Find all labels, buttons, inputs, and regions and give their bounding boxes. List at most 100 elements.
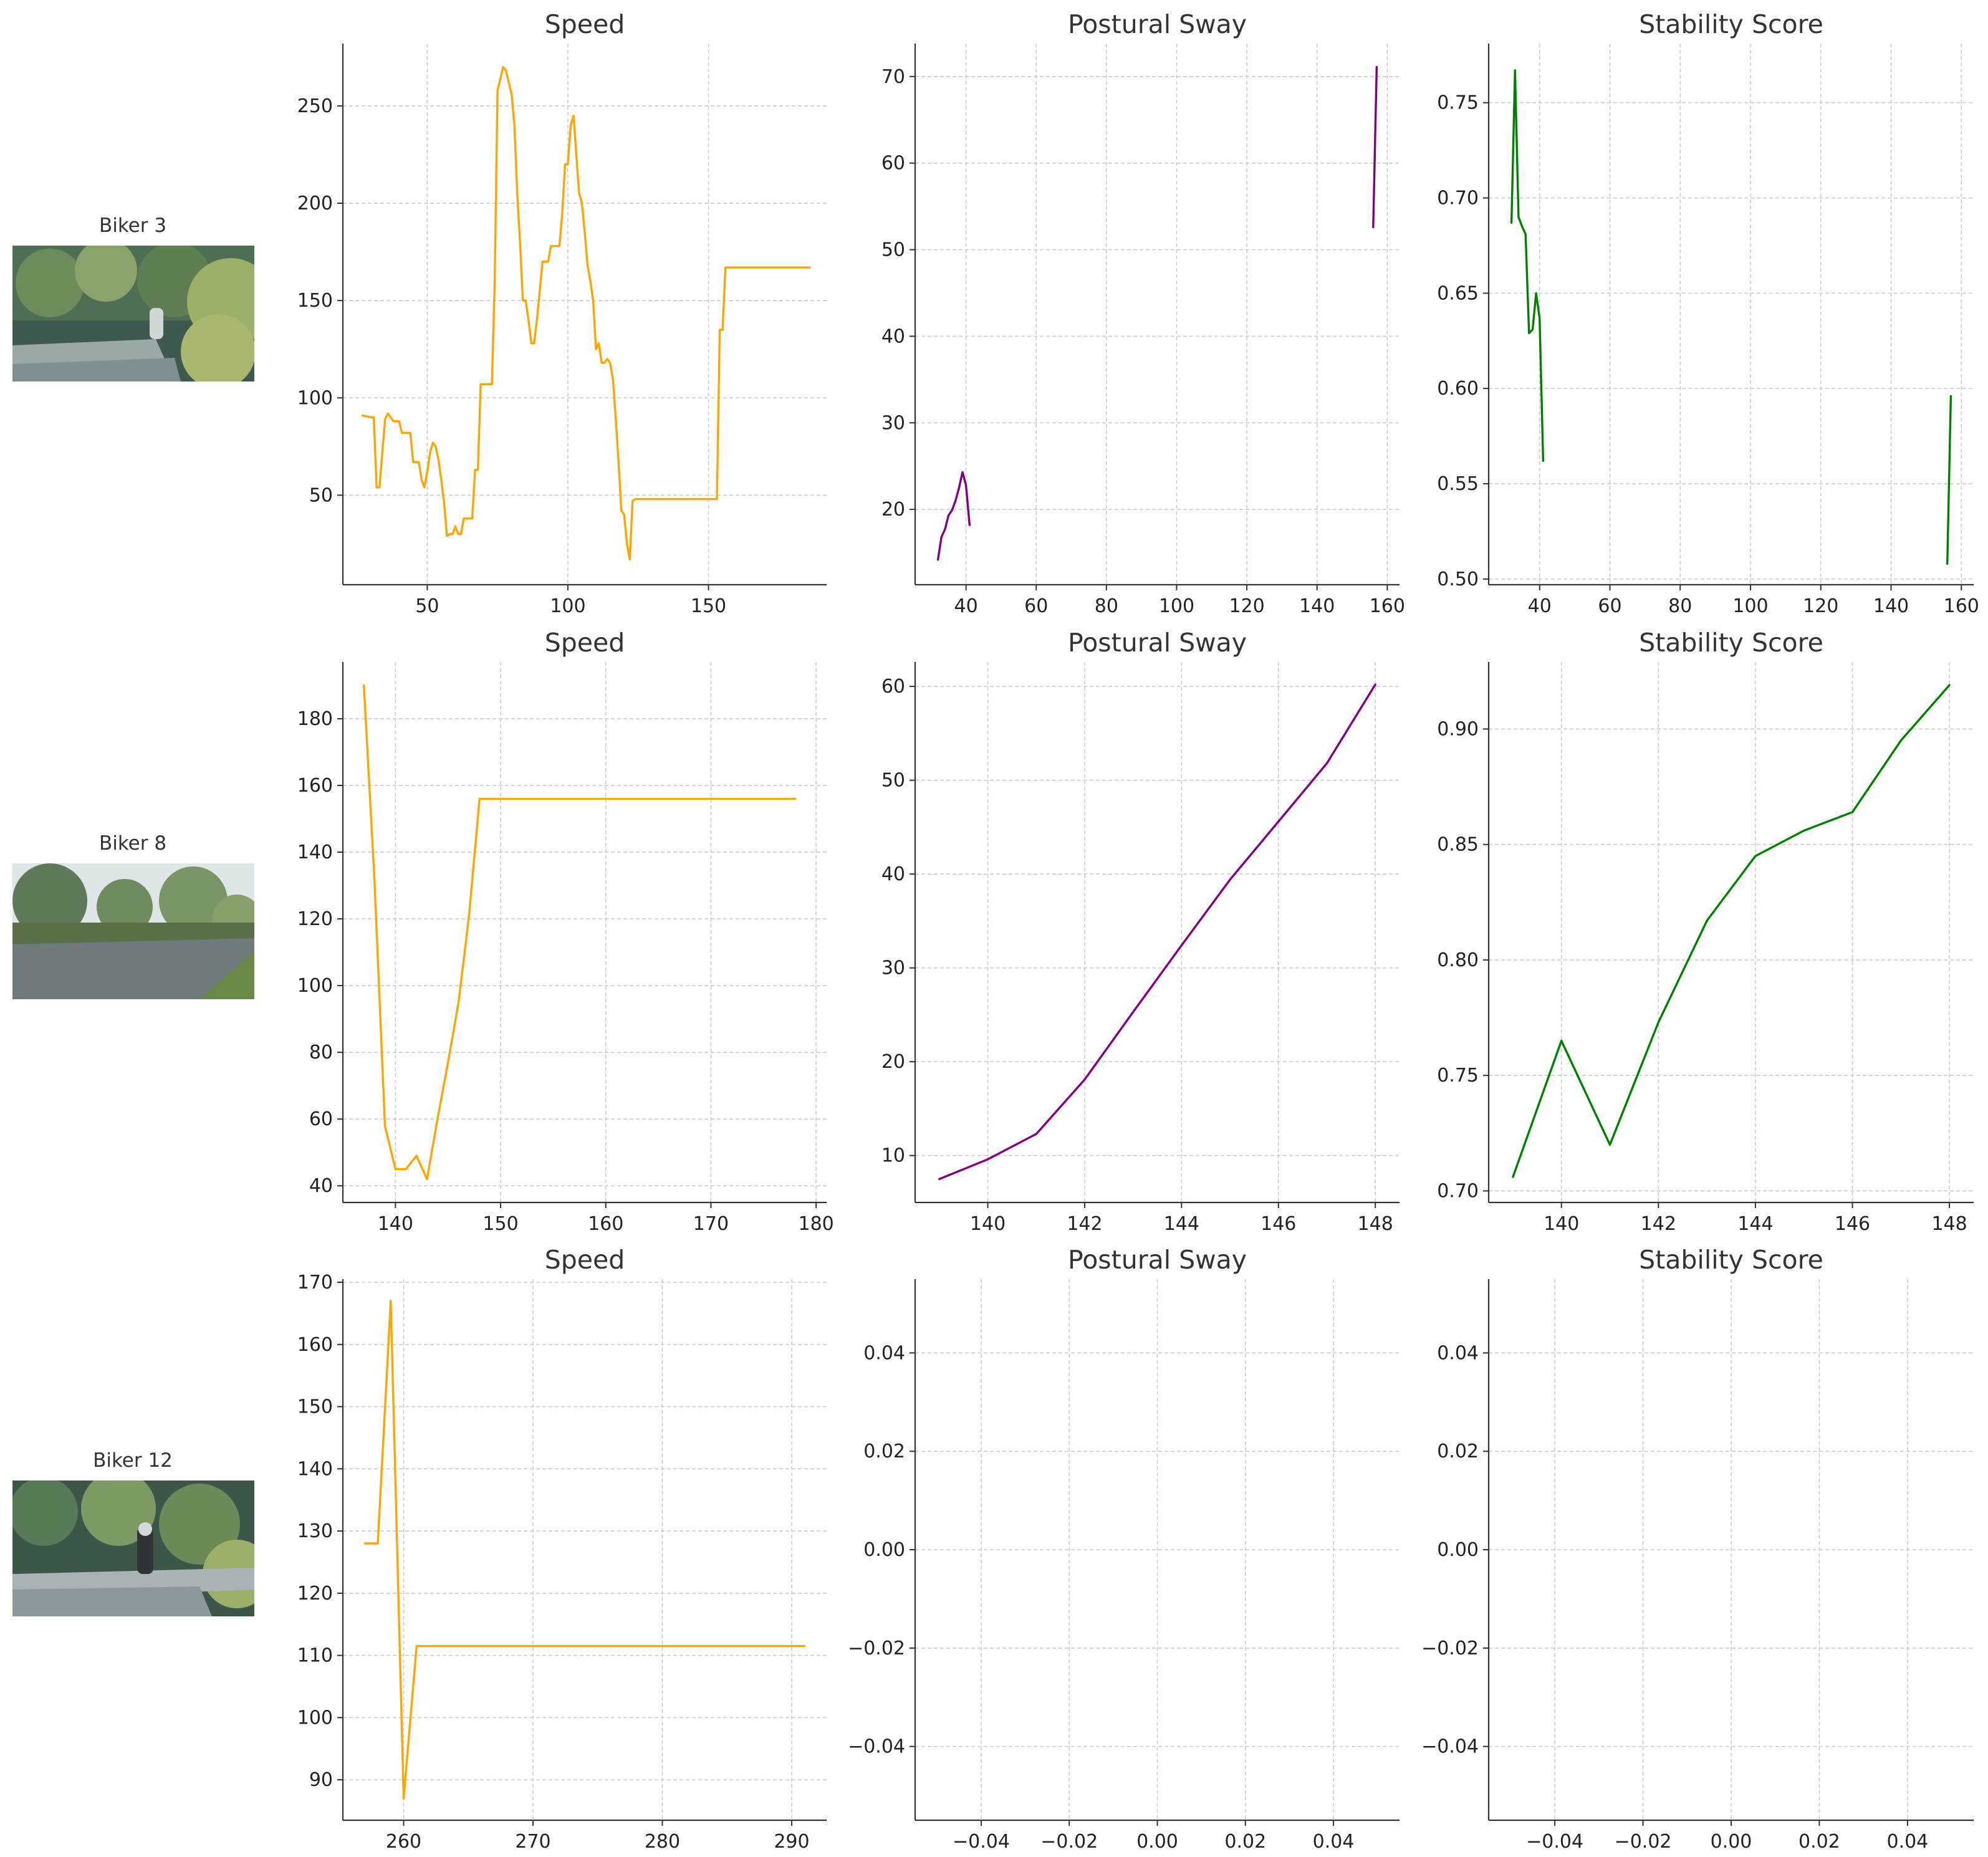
- row-label-biker-8: Biker 8: [98, 832, 167, 855]
- x-tick-label: 140: [1299, 595, 1335, 617]
- y-tick-label: 0.65: [1437, 282, 1479, 304]
- x-tick-label: 50: [415, 595, 439, 617]
- y-tick-label: 150: [297, 290, 333, 312]
- x-tick-label: 120: [1803, 595, 1838, 617]
- y-tick-label: 180: [297, 708, 333, 730]
- series-line-postural-sway: [938, 683, 1376, 1181]
- y-tick-label: 60: [309, 1108, 333, 1130]
- chart-title: Speed: [545, 628, 625, 658]
- x-tick-label: 160: [588, 1213, 623, 1235]
- x-tick-label: 148: [1358, 1213, 1393, 1235]
- x-tick-label: 0.04: [1887, 1831, 1929, 1853]
- y-tick-label: 0.02: [863, 1441, 905, 1462]
- y-tick-label: 50: [881, 770, 905, 792]
- series-line-postural-sway: [936, 471, 971, 561]
- y-tick-label: 110: [297, 1645, 333, 1667]
- x-tick-label: 144: [1164, 1213, 1199, 1235]
- y-tick-label: 0.90: [1437, 718, 1479, 740]
- x-tick-label: 100: [550, 595, 585, 617]
- row-label-biker-3: Biker 3: [98, 214, 167, 237]
- x-tick-label: 148: [1931, 1213, 1967, 1235]
- x-tick-label: 160: [1370, 595, 1405, 617]
- x-tick-label: −0.04: [953, 1831, 1010, 1853]
- y-tick-label: 0.02: [1437, 1441, 1479, 1462]
- y-tick-label: 50: [881, 239, 905, 261]
- biker-8-thumbnail: [12, 863, 254, 999]
- y-tick-label: 60: [881, 153, 905, 175]
- chart-panel-r0-postural-sway: 40 60 80 100 120 140 160 20 30 40 50 60 70 Postural S…: [881, 9, 1405, 617]
- x-tick-label: −0.02: [1615, 1831, 1672, 1853]
- y-tick-label: 0.80: [1437, 949, 1479, 971]
- y-tick-label: 0.00: [863, 1539, 905, 1561]
- y-tick-label: 200: [297, 193, 333, 214]
- y-tick-label: 0.70: [1437, 188, 1479, 209]
- chart-title: Postural Sway: [1068, 9, 1247, 39]
- series-line-stability-score: [1946, 395, 1952, 565]
- y-tick-label: 0.00: [1437, 1539, 1479, 1561]
- chart-panel-r2-postural-sway: −0.04 −0.02 0.00 0.02 0.04 −0.04 −0.02 0.00 0.02…: [848, 1245, 1400, 1853]
- chart-title: Postural Sway: [1068, 1245, 1247, 1275]
- y-tick-label: 20: [881, 499, 905, 521]
- x-tick-label: −0.02: [1040, 1831, 1098, 1853]
- chart-title: Stability Score: [1639, 628, 1823, 658]
- y-tick-label: 0.75: [1437, 92, 1479, 114]
- y-tick-label: 100: [297, 387, 333, 409]
- y-tick-label: −0.02: [1421, 1638, 1479, 1659]
- x-tick-label: 60: [1024, 595, 1048, 617]
- y-tick-label: 40: [309, 1175, 333, 1197]
- x-tick-label: 290: [774, 1831, 809, 1853]
- x-tick-label: 140: [378, 1213, 413, 1235]
- y-tick-label: 150: [297, 1396, 333, 1418]
- x-tick-label: 0.00: [1136, 1831, 1178, 1853]
- x-tick-label: 100: [1159, 595, 1194, 617]
- x-tick-label: 150: [483, 1213, 518, 1235]
- x-tick-label: 180: [798, 1213, 833, 1235]
- y-tick-label: 140: [297, 1458, 333, 1480]
- chart-title: Speed: [545, 1245, 625, 1275]
- chart-panel-r1-speed: 140 150 160 170 180 40 60 80 100 120 140 160 180 Spee…: [297, 628, 834, 1235]
- y-tick-label: 100: [297, 975, 333, 997]
- y-tick-label: −0.02: [848, 1638, 905, 1659]
- x-tick-label: 100: [1732, 595, 1768, 617]
- x-tick-label: 142: [1067, 1213, 1102, 1235]
- x-tick-label: 270: [515, 1831, 550, 1853]
- y-tick-label: 30: [881, 412, 905, 434]
- x-tick-label: 140: [1873, 595, 1909, 617]
- x-tick-label: 80: [1668, 595, 1692, 617]
- y-tick-label: 80: [309, 1042, 333, 1063]
- biker-3-thumbnail: [12, 246, 254, 381]
- series-line-speed: [363, 684, 797, 1181]
- y-tick-label: 140: [297, 842, 333, 863]
- y-tick-label: 170: [297, 1272, 333, 1293]
- x-tick-label: 260: [386, 1831, 421, 1853]
- y-tick-label: −0.04: [1421, 1736, 1479, 1758]
- chart-panel-r1-stability-score: 140 142 144 146 148 0.70 0.75 0.80 0.85 0.90 Stabi…: [1437, 628, 1974, 1235]
- chart-panel-r1-postural-sway: 140 142 144 146 148 10 20 30 40 50 60 Postural Sway: [881, 628, 1400, 1235]
- row-label-biker-12: Biker 12: [93, 1449, 173, 1472]
- series-line-stability-score: [1510, 69, 1545, 462]
- x-tick-label: 0.04: [1313, 1831, 1355, 1853]
- x-tick-label: 146: [1261, 1213, 1296, 1235]
- y-tick-label: 130: [297, 1520, 333, 1542]
- y-tick-label: 0.04: [1437, 1342, 1479, 1364]
- chart-panel-r0-stability-score: 40 60 80 100 120 140 160 0.50 0.55 0.60 0.65 0.70 0.…: [1437, 9, 1979, 617]
- y-tick-label: 250: [297, 95, 333, 117]
- y-tick-label: 160: [297, 1334, 333, 1356]
- y-tick-label: 0.50: [1437, 569, 1479, 590]
- chart-title: Stability Score: [1639, 9, 1823, 39]
- y-tick-label: 0.75: [1437, 1065, 1479, 1087]
- y-tick-label: 50: [309, 484, 333, 506]
- y-tick-label: 160: [297, 775, 333, 797]
- series-line-postural-sway: [1372, 65, 1378, 229]
- x-tick-label: 142: [1641, 1213, 1676, 1235]
- x-tick-label: 144: [1737, 1213, 1773, 1235]
- x-tick-label: 80: [1095, 595, 1118, 617]
- chart-title: Speed: [545, 9, 625, 39]
- x-tick-label: 160: [1944, 595, 1979, 617]
- chart-title: Stability Score: [1639, 1245, 1823, 1275]
- y-tick-label: 0.55: [1437, 473, 1479, 495]
- y-tick-label: 30: [881, 957, 905, 979]
- chart-title: Postural Sway: [1068, 628, 1247, 658]
- series-line-speed: [363, 1300, 806, 1800]
- y-tick-label: 120: [297, 908, 333, 930]
